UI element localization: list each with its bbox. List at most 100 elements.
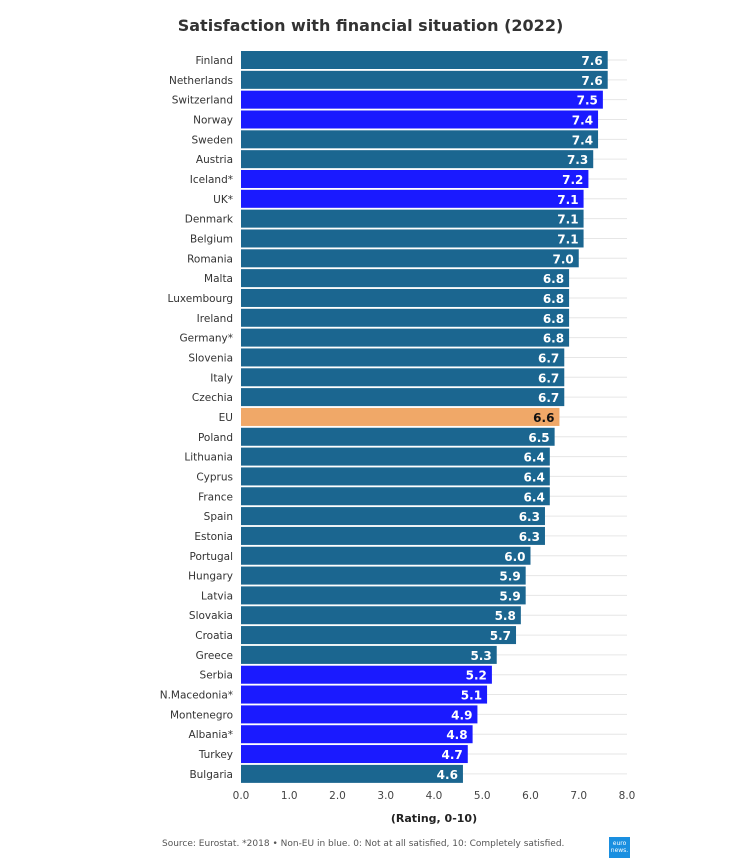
value-label: 7.3	[567, 153, 588, 167]
bar-slovenia	[241, 348, 565, 367]
bar-netherlands	[241, 70, 608, 89]
chart-title: Satisfaction with financial situation (2…	[177, 16, 564, 35]
x-tick-label: 5.0	[474, 790, 491, 802]
euronews-logo: euro news.	[609, 837, 630, 858]
x-tick-label: 6.0	[522, 790, 539, 802]
category-label: Lithuania	[184, 452, 233, 464]
category-label: Montenegro	[170, 709, 233, 721]
category-label: EU	[219, 412, 233, 424]
value-label: 5.3	[470, 649, 491, 663]
category-label: Portugal	[190, 551, 234, 563]
category-label: Belgium	[190, 233, 233, 245]
value-label: 7.4	[572, 133, 593, 147]
bar-poland	[241, 427, 555, 446]
bar-ireland	[241, 308, 570, 327]
value-label: 7.6	[581, 54, 602, 68]
bar-turkey	[241, 745, 468, 764]
value-label: 6.3	[519, 530, 540, 544]
value-label: 7.1	[557, 193, 578, 207]
bar-lithuania	[241, 447, 550, 466]
category-label: Serbia	[200, 670, 233, 682]
category-label: Cyprus	[196, 471, 233, 483]
x-tick-label: 4.0	[426, 790, 443, 802]
category-label: Spain	[204, 511, 233, 523]
value-label: 4.9	[451, 708, 472, 722]
category-label: Turkey	[198, 749, 233, 761]
bar-germany	[241, 328, 570, 347]
category-label: Denmark	[185, 214, 234, 226]
x-tick-label: 7.0	[570, 790, 587, 802]
bar-portugal	[241, 546, 531, 565]
category-label: Latvia	[201, 590, 233, 602]
category-label: Slovenia	[188, 352, 233, 364]
category-label: Finland	[195, 55, 233, 67]
bar-switzerland	[241, 90, 603, 109]
category-label: Bulgaria	[189, 769, 233, 781]
bar-norway	[241, 110, 599, 129]
bar-hungary	[241, 566, 526, 585]
bar-czechia	[241, 388, 565, 407]
value-label: 5.7	[490, 629, 511, 643]
category-label: Greece	[196, 650, 233, 662]
value-label: 4.6	[437, 768, 458, 782]
bar-nmacedonia	[241, 685, 488, 704]
value-label: 6.4	[524, 490, 545, 504]
category-label: N.Macedonia*	[160, 690, 233, 702]
bar-albania	[241, 725, 473, 744]
category-label: Poland	[198, 432, 233, 444]
bar-denmark	[241, 209, 584, 228]
value-label: 5.9	[499, 570, 520, 584]
category-label: Czechia	[192, 392, 233, 404]
category-label: Italy	[210, 372, 233, 384]
x-tick-label: 1.0	[281, 790, 298, 802]
bar-luxembourg	[241, 288, 570, 307]
category-label: Slovakia	[189, 610, 233, 622]
category-label: Austria	[196, 154, 233, 166]
category-label: Albania*	[189, 729, 233, 741]
x-tick-label: 0.0	[233, 790, 250, 802]
value-label: 7.2	[562, 173, 583, 187]
x-tick-label: 2.0	[329, 790, 346, 802]
value-label: 4.8	[446, 728, 467, 742]
value-label: 6.8	[543, 332, 564, 346]
bar-belgium	[241, 229, 584, 248]
value-label: 6.0	[504, 550, 525, 564]
bar-romania	[241, 249, 579, 268]
bar-italy	[241, 368, 565, 387]
value-label: 5.2	[466, 669, 487, 683]
category-label: UK*	[213, 194, 233, 206]
bar-estonia	[241, 526, 545, 545]
value-label: 7.5	[577, 94, 598, 108]
bar-finland	[241, 51, 608, 69]
value-label: 7.0	[552, 252, 573, 266]
value-label: 6.7	[538, 391, 559, 405]
category-label: Sweden	[192, 134, 234, 146]
value-label: 6.8	[543, 272, 564, 286]
value-label: 5.9	[499, 589, 520, 603]
source-note: Source: Eurostat. *2018 • Non-EU in blue…	[162, 839, 565, 849]
category-label: Luxembourg	[168, 293, 233, 305]
value-label: 6.8	[543, 312, 564, 326]
bar-uk	[241, 189, 584, 208]
value-label: 6.3	[519, 510, 540, 524]
bar-france	[241, 487, 550, 506]
bar-malta	[241, 269, 570, 288]
bar-serbia	[241, 665, 492, 684]
bar-eu	[241, 407, 560, 426]
bar-croatia	[241, 626, 517, 645]
bar-spain	[241, 507, 545, 526]
bar-iceland	[241, 169, 589, 188]
bar-greece	[241, 645, 497, 664]
value-label: 6.5	[528, 431, 549, 445]
category-label: Germany*	[179, 333, 233, 345]
bar-bulgaria	[241, 764, 463, 783]
value-label: 7.4	[572, 113, 593, 127]
category-label: Hungary	[188, 571, 233, 583]
bar-sweden	[241, 130, 599, 149]
value-label: 6.7	[538, 371, 559, 385]
x-tick-label: 8.0	[619, 790, 636, 802]
category-label: Malta	[204, 273, 233, 285]
value-label: 6.4	[524, 470, 545, 484]
